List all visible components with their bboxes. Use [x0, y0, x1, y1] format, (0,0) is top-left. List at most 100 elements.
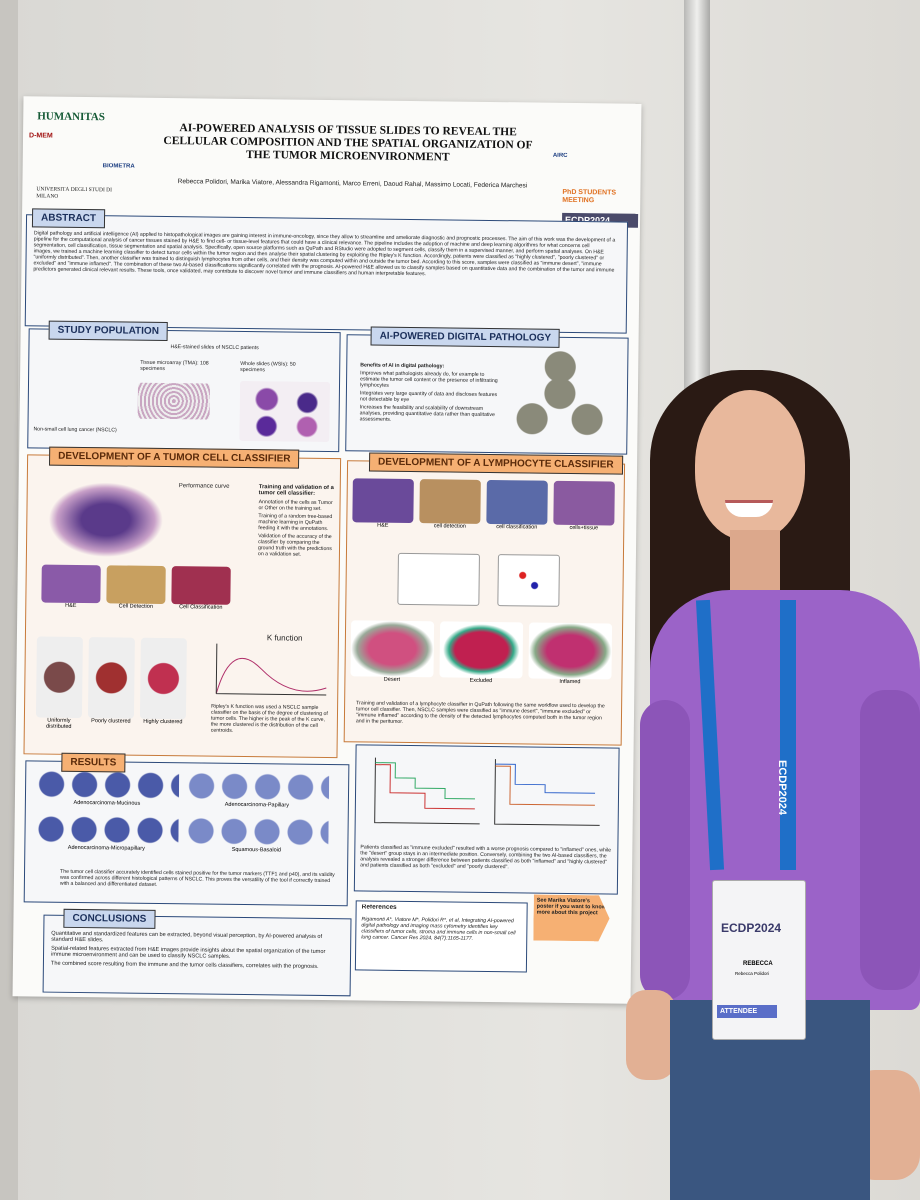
right-arm: [860, 690, 920, 990]
study-wsi: Whole slides (WSIs): 50 specimens: [240, 360, 296, 374]
tma-image: [137, 382, 211, 420]
result-type: Squamous-Basaloid: [184, 815, 329, 862]
results-types: Adenocarcinoma-Mucinous Adenocarcinoma-Pa…: [34, 768, 335, 862]
tumor-caption: Ripley's K function was used a NSCLC sam…: [210, 703, 328, 734]
study-tma: Tissue microarray (TMA): 108 specimens: [140, 359, 209, 373]
poster-title: AI-POWERED ANALYSIS OF TISSUE SLIDES TO …: [163, 122, 533, 164]
tumor-step-image: [106, 565, 166, 605]
tumor-group: Highly clustered: [139, 637, 187, 734]
k-axes: [215, 643, 327, 696]
wsi-images: [239, 380, 331, 443]
perf-label: Performance curve: [178, 483, 230, 490]
study-patient: Non-small cell lung cancer (NSCLC): [33, 426, 117, 434]
lymph-classes: Desert Excluded Inflamed: [350, 620, 617, 693]
conclusion-item: Spatial-related features extracted from …: [50, 945, 326, 960]
tumor-step-image: [171, 566, 231, 605]
ai-heading: AI-POWERED DIGITAL PATHOLOGY: [370, 326, 561, 348]
result-type-image: [34, 768, 180, 802]
lymph-class-image: [350, 620, 435, 678]
logo-airc: AIRC: [552, 152, 568, 159]
lymph-class-label: Desert: [383, 676, 401, 683]
result-type-label: Squamous-Basaloid: [231, 846, 281, 854]
badge-name: REBECCA: [743, 961, 773, 967]
lymph-class: Excluded: [439, 621, 524, 692]
badge-role: ATTENDEE: [717, 1005, 777, 1018]
tumor-lead: Training and validation of a tumor cell …: [258, 484, 334, 497]
result-type: Adenocarcinoma-Papillary: [184, 770, 330, 817]
lymph-panel-label: cell classification: [496, 524, 538, 531]
tumor-groups: Uniformly distributed Poorly clustered Hig…: [35, 636, 197, 738]
km-curves: [374, 757, 600, 826]
logo-humanitas: HUMANITAS: [37, 110, 105, 124]
logo-biometra: BIOMETRA: [102, 163, 135, 170]
lymph-class-image: [528, 622, 613, 680]
conclusions-list: Quantitative and standardized features c…: [51, 931, 342, 991]
tumor-step-image: [41, 564, 101, 604]
logo-phd: PhD STUDENTS MEETING: [562, 188, 617, 205]
smile: [725, 500, 773, 517]
k-curve-line: [215, 658, 327, 694]
tumor-item: Annotation of the cells as Tumor or Othe…: [258, 499, 333, 512]
tumor-group-label: Poorly clustered: [91, 718, 131, 725]
lanyard-text: ECDP2024: [776, 760, 788, 816]
result-type-label: Adenocarcinoma-Micropapillary: [67, 844, 145, 852]
tumor-list: Annotation of the cells as Tumor or Othe…: [257, 499, 334, 600]
result-type-image: [184, 815, 329, 849]
wall-edge: [0, 0, 18, 1200]
lymph-panel-label: cell detection: [433, 523, 466, 530]
results-text: The tumor cell classifier accurately ide…: [59, 868, 335, 888]
lymph-panel-label: cells+tissue: [569, 524, 599, 532]
tumor-step-label: Cell Classification: [179, 604, 223, 611]
lymph-class: Desert: [350, 620, 435, 691]
lymph-panel-image: [352, 478, 414, 524]
survival-text: Patients classified as "immune excluded"…: [360, 844, 612, 871]
lymph-class-image: [439, 621, 524, 679]
tumor-group: Uniformly distributed: [35, 636, 83, 732]
ai-item: Integrates very large quantity of data a…: [359, 390, 498, 403]
result-type-image: [184, 770, 330, 804]
lymph-panel-image: [486, 479, 548, 525]
arrow-note: See Marika Viatore's poster if you want …: [533, 895, 610, 942]
tumor-item: Validation of the accuracy of the classi…: [257, 533, 332, 558]
logo-unimi: UNIVERSITÀ DEGLI STUDI DI MILANO: [36, 186, 113, 200]
badge: ECDP2024 REBECCA Rebecca Polidori ATTEND…: [712, 880, 806, 1040]
tumor-group-label: Highly clustered: [143, 718, 183, 726]
tumor-step: Cell Classification: [171, 566, 231, 619]
abstract-text: Digital pathology and artificial intelli…: [33, 230, 616, 278]
lymph-class-label: Excluded: [469, 677, 493, 685]
k-curve: [215, 643, 327, 696]
lymph-caption: Training and validation of a lymphocyte …: [355, 700, 605, 725]
km-line: [495, 765, 595, 806]
badge-event: ECDP2024: [721, 921, 782, 935]
tumor-step-label: H&E: [65, 602, 77, 609]
tumor-step: Cell Detection: [106, 565, 166, 618]
lymph-panel-label: H&E: [377, 522, 389, 529]
km-line: [495, 763, 596, 794]
result-type: Adenocarcinoma-Micropapillary: [34, 813, 179, 860]
face: [695, 390, 805, 540]
ai-diagram: [504, 347, 616, 444]
tumor-group-image: [139, 637, 187, 720]
conclusion-item: The combined score resulting from the im…: [50, 960, 319, 970]
result-type: Adenocarcinoma-Mucinous: [34, 768, 180, 815]
km-axes: [374, 757, 600, 826]
km-line: [375, 764, 475, 810]
tumor-steps: H&E Cell Detection Cell Classification: [41, 564, 232, 627]
neck: [730, 530, 780, 600]
lymph-perf-plot: [397, 552, 480, 606]
poster-authors: Rebecca Polidori, Marika Viatore, Alessa…: [177, 178, 528, 190]
km-line: [375, 762, 475, 800]
tumor-group-image: [87, 637, 135, 719]
references-text: Rigamonti A*, Viatore M*, Polidori R*, e…: [361, 916, 516, 942]
tumor-step: H&E: [41, 564, 101, 618]
ai-list: Improves what pathologists already do, f…: [359, 370, 500, 442]
lymph-heading: DEVELOPMENT OF A LYMPHOCYTE CLASSIFIER: [368, 452, 623, 475]
lymph-panel-image: [419, 479, 481, 524]
lymph-scatter: [497, 554, 560, 607]
abstract-heading: ABSTRACT: [31, 208, 106, 229]
references-heading: References: [361, 904, 397, 911]
lymph-class-label: Inflamed: [559, 678, 581, 686]
lymph-panel: cell classification: [486, 479, 548, 539]
lymph-panel: cells+tissue: [553, 480, 615, 540]
left-arm: [640, 700, 690, 1000]
